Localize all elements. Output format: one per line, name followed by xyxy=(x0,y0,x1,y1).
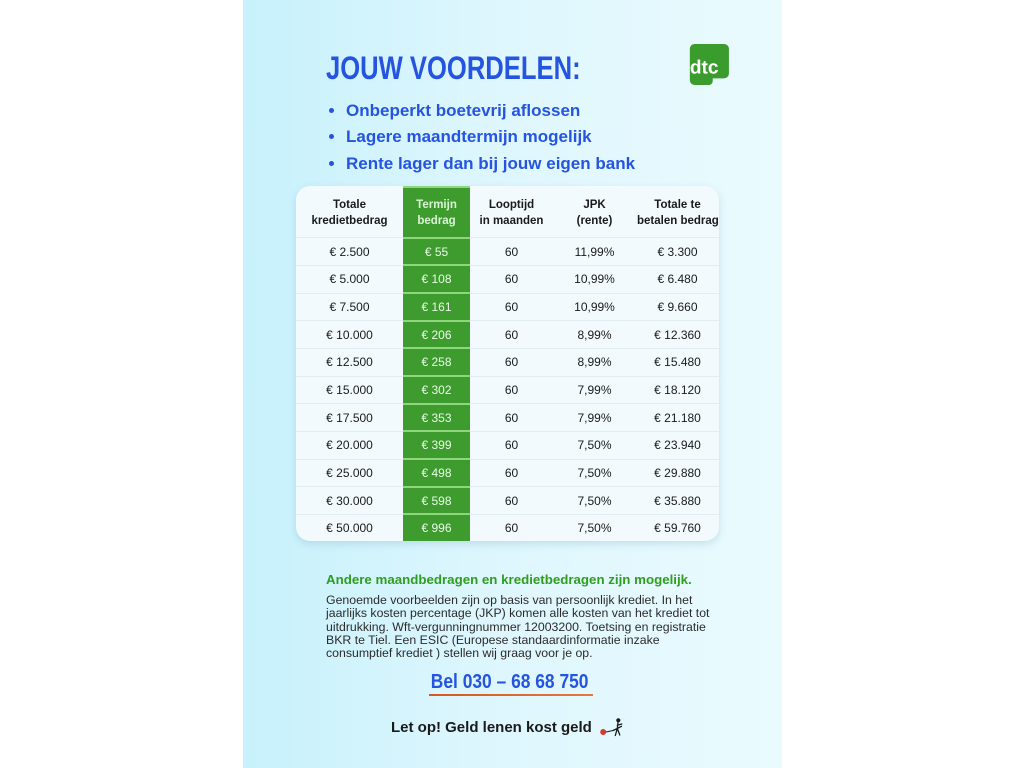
svg-text:dtc: dtc xyxy=(690,57,719,78)
